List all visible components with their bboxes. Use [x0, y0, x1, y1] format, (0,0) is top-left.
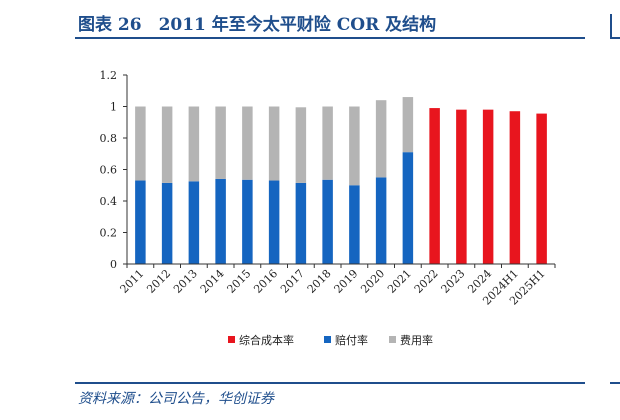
x-tick-label: 2022 — [412, 267, 441, 296]
x-tick-label: 2018 — [305, 267, 334, 296]
source-note: 资料来源：公司公告，华创证券 — [78, 391, 274, 407]
y-tick-label: 0.6 — [100, 164, 118, 177]
bar-expense-ratio — [188, 106, 200, 182]
y-axis: 0 0.2 0.4 0.6 0.8 1 1.2 — [100, 69, 128, 271]
title-rule — [75, 37, 585, 39]
bar-expense-ratio — [375, 100, 387, 178]
bar-loss-ratio — [135, 180, 146, 264]
x-tick-label: 2012 — [144, 267, 173, 296]
bar-expense-ratio — [135, 106, 146, 181]
bar-cor — [536, 113, 547, 265]
edge-rule-top — [610, 37, 620, 39]
bars — [135, 97, 547, 265]
bar-expense-ratio — [242, 106, 253, 180]
y-tick-label: 0 — [110, 258, 117, 271]
y-tick-label: 1.2 — [100, 69, 118, 82]
legend-label: 赔付率 — [335, 333, 368, 347]
bar-loss-ratio — [322, 179, 333, 264]
bar-cor — [429, 108, 440, 264]
bar-loss-ratio — [349, 185, 360, 264]
bar-loss-ratio — [188, 181, 200, 264]
legend-item-cor: 综合成本率 — [228, 333, 294, 347]
bar-loss-ratio — [295, 182, 307, 264]
chart: 00.20.40.60.811.2 2011201220132014201520… — [100, 69, 556, 347]
legend-item-expense-ratio: 费用率 — [389, 333, 433, 347]
legend-swatch — [324, 336, 331, 343]
bar-loss-ratio — [161, 182, 173, 264]
bar-expense-ratio — [349, 106, 360, 186]
bar-cor — [509, 111, 521, 264]
figure-title: 图表 26 2011 年至今太平财险 COR 及结构 — [78, 15, 437, 35]
bar-cor — [456, 109, 467, 265]
x-tick-label: 2020 — [358, 267, 387, 296]
y-tick-label: 0.4 — [100, 195, 118, 208]
bar-loss-ratio — [268, 180, 280, 264]
legend-swatch — [228, 336, 235, 343]
legend-swatch — [389, 336, 396, 343]
bar-expense-ratio — [295, 107, 307, 183]
x-tick-label: 2021 — [385, 267, 414, 296]
legend-item-loss-ratio: 赔付率 — [324, 333, 368, 347]
bar-loss-ratio — [215, 178, 226, 264]
x-tick-label: 2017 — [278, 267, 307, 296]
x-tick-label: 2016 — [251, 267, 280, 296]
bar-expense-ratio — [215, 106, 226, 179]
bar-expense-ratio — [268, 106, 280, 181]
x-axis: 2011201220132014201520162017201820192020… — [118, 263, 556, 308]
bar-loss-ratio — [375, 177, 387, 264]
legend-label: 综合成本率 — [239, 333, 294, 347]
x-tick-label: 2019 — [332, 267, 361, 296]
x-tick-label: 2014 — [198, 267, 227, 296]
bar-expense-ratio — [322, 106, 333, 180]
x-tick-label: 2013 — [171, 267, 200, 296]
bar-loss-ratio — [402, 152, 414, 264]
edge-rule-bottom — [610, 382, 620, 384]
bar-expense-ratio — [161, 106, 173, 183]
x-tick-label: 2011 — [118, 267, 147, 296]
edge-mark — [610, 14, 620, 38]
x-tick-label: 2023 — [439, 267, 468, 296]
x-tick-label: 2015 — [225, 267, 254, 296]
y-tick-label: 0.2 — [100, 227, 118, 240]
legend-label: 费用率 — [400, 333, 433, 347]
bar-loss-ratio — [242, 179, 253, 264]
bar-cor — [482, 109, 494, 265]
y-tick-label: 0.8 — [100, 132, 118, 145]
y-tick-label: 1 — [110, 101, 117, 114]
source-rule — [75, 382, 585, 384]
legend: 综合成本率 赔付率 费用率 — [228, 333, 433, 347]
bar-expense-ratio — [402, 97, 414, 153]
